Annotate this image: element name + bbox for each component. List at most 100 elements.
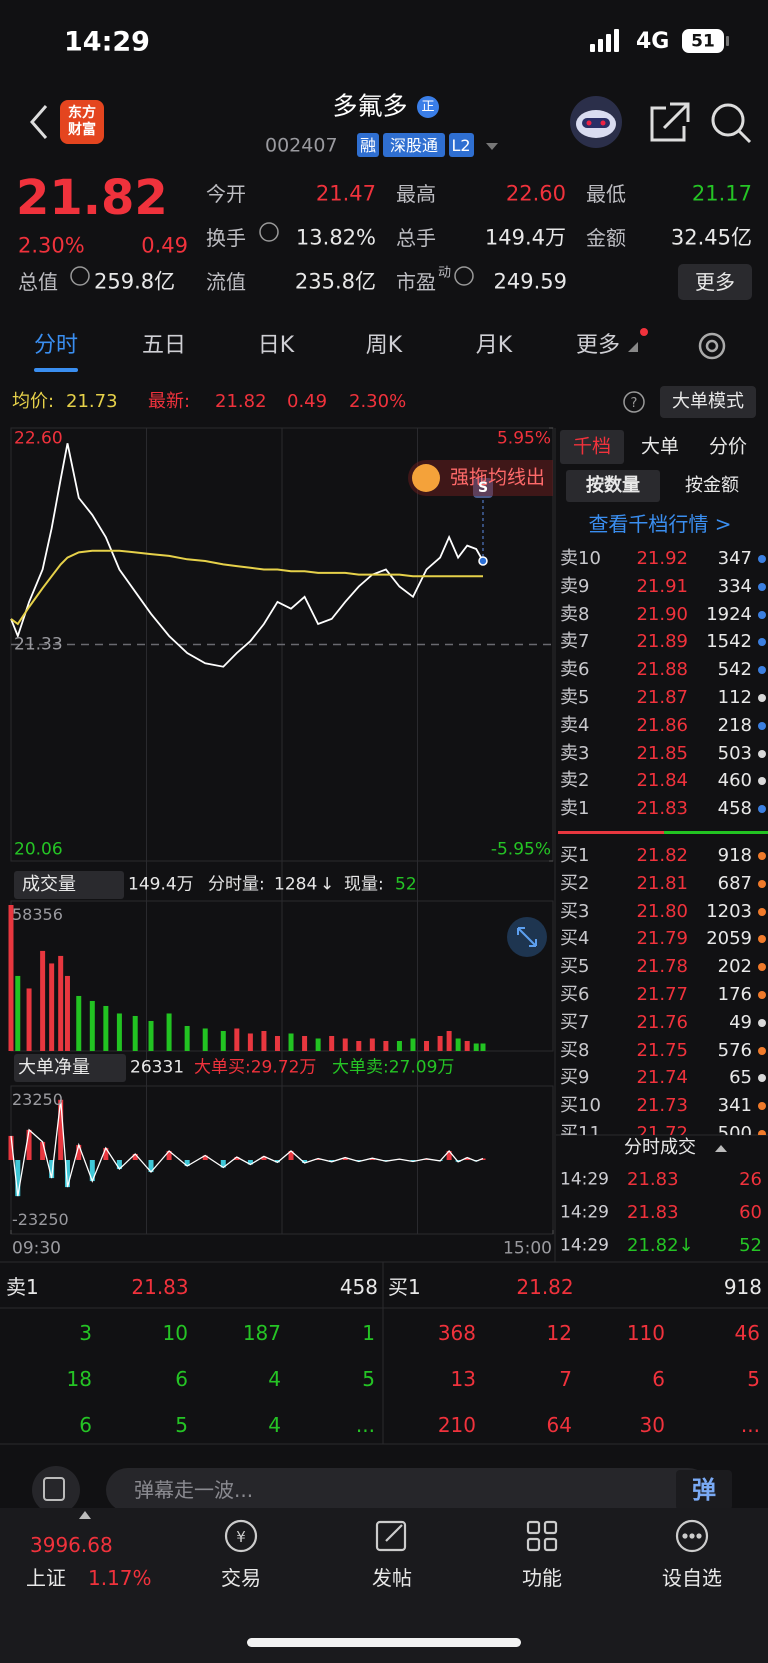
- chart-tab[interactable]: 周K: [365, 333, 403, 358]
- book-dot: [758, 555, 766, 563]
- book-mode[interactable]: 按金额: [685, 475, 739, 496]
- queue-order: 1: [362, 1321, 375, 1345]
- book-qty: 2059: [706, 928, 752, 950]
- book-level: 买7: [560, 1011, 590, 1033]
- book-tab[interactable]: 千档: [572, 435, 612, 458]
- side-price: 21.82: [516, 1275, 574, 1299]
- indicator-select[interactable]: 大单净量: [18, 1057, 90, 1078]
- danmaku-button-bg[interactable]: [676, 1470, 732, 1510]
- comment-input[interactable]: 弹幕走一波...: [134, 1478, 254, 1502]
- book-dot: [758, 721, 766, 730]
- book-qty: 576: [717, 1039, 752, 1061]
- chart-tab[interactable]: 五日: [141, 333, 187, 358]
- book-qty: 341: [717, 1095, 752, 1117]
- index-name[interactable]: 上证: [26, 1566, 66, 1590]
- current-volume-label: 现量:: [344, 874, 384, 895]
- book-level: 买4: [560, 928, 590, 950]
- info-icon[interactable]: [70, 222, 474, 286]
- book-dot: [758, 749, 766, 758]
- back-icon[interactable]: [30, 105, 48, 139]
- nav-item[interactable]: 设自选: [662, 1566, 722, 1590]
- tab-active-bg: [560, 430, 624, 464]
- field-label: 总值: [18, 270, 58, 294]
- app-logo[interactable]: 东方财富: [68, 105, 96, 138]
- last-point: [478, 556, 488, 566]
- book-qty: 458: [717, 798, 752, 820]
- queue-order: 12: [546, 1321, 572, 1345]
- danmaku-button[interactable]: 弹: [692, 1476, 716, 1504]
- net-bar: [446, 1150, 452, 1160]
- chart-tab[interactable]: 月K: [475, 333, 513, 358]
- mode-active-bg: [566, 470, 660, 502]
- net-bar: [369, 1158, 375, 1160]
- badge: 正: [421, 99, 435, 115]
- volume-bar: [410, 1038, 416, 1051]
- trade-price: 21.83: [627, 1169, 679, 1190]
- expand-arrow[interactable]: [79, 1511, 91, 1519]
- net-bar: [76, 1144, 82, 1160]
- book-dot: [758, 638, 766, 647]
- nav-item[interactable]: 发帖: [372, 1566, 412, 1590]
- more-button[interactable]: 更多: [695, 270, 735, 294]
- book-dot: [758, 1018, 766, 1027]
- y-tick-label: -23250: [12, 1210, 69, 1229]
- volume-bar: [132, 1015, 138, 1051]
- chart-tab[interactable]: 日K: [257, 333, 295, 358]
- clock: 14:29: [64, 26, 150, 58]
- trade-price: 21.82↓: [627, 1235, 694, 1256]
- mode-button-bg[interactable]: [660, 386, 756, 418]
- queue-order: ...: [740, 1413, 760, 1437]
- book-level: 买10: [560, 1095, 601, 1117]
- assistant-icon[interactable]: [570, 96, 622, 148]
- book-price: 21.92: [636, 548, 688, 569]
- nav-item[interactable]: 交易: [221, 1566, 261, 1590]
- more-button-bg[interactable]: [678, 264, 752, 300]
- dropdown-icon[interactable]: [486, 143, 498, 150]
- mode-button[interactable]: 大单模式: [672, 391, 744, 412]
- indicator-select[interactable]: 成交量: [22, 874, 76, 895]
- chart-tab[interactable]: 分时: [33, 333, 79, 358]
- share-icon[interactable]: [650, 102, 690, 142]
- book-tab[interactable]: 分价: [708, 435, 748, 458]
- search-icon[interactable]: [711, 103, 752, 144]
- net-bar: [247, 1160, 253, 1165]
- book-dot: [758, 582, 766, 591]
- side-price: 21.83: [131, 1275, 189, 1299]
- nav-item[interactable]: 功能: [522, 1566, 562, 1590]
- chart-tab[interactable]: 更多: [575, 333, 621, 358]
- book-level: 卖7: [560, 631, 590, 653]
- net-selector-bg[interactable]: [14, 1054, 126, 1082]
- side-label: 卖1: [6, 1275, 39, 1299]
- book-qty: 500: [717, 1123, 752, 1136]
- book-price: 21.72: [636, 1123, 688, 1136]
- danmaku-icon[interactable]: [32, 1466, 80, 1514]
- signal-text[interactable]: 强拖均线出: [450, 466, 546, 489]
- help-icon[interactable]: ?: [623, 391, 645, 413]
- book-dot: [758, 777, 766, 786]
- last-price: 21.82: [215, 391, 267, 412]
- price-line: [10, 549, 483, 626]
- field-value: 259.8亿: [94, 269, 176, 294]
- book-tab[interactable]: 大单: [640, 435, 680, 458]
- expand-icon[interactable]: [507, 917, 547, 957]
- queue-order: 368: [437, 1321, 476, 1345]
- book-price: 21.91: [636, 575, 688, 597]
- book-mode[interactable]: 按数量: [586, 475, 640, 496]
- book-price: 21.82: [636, 845, 688, 866]
- depth-link[interactable]: 查看千档行情 >: [588, 512, 732, 536]
- volume-selector-bg[interactable]: [14, 871, 124, 899]
- volume-bar: [184, 1025, 190, 1051]
- book-level: 卖2: [560, 770, 590, 792]
- index-value[interactable]: 3996.68: [30, 1533, 113, 1557]
- book-price: 21.83: [636, 798, 688, 820]
- volume-bar: [103, 1005, 109, 1051]
- index-change[interactable]: 1.17%: [88, 1566, 152, 1590]
- trade-qty: 26: [739, 1169, 762, 1190]
- volume-bar: [329, 1035, 335, 1051]
- field-label: 最低: [586, 182, 626, 206]
- logo-bg[interactable]: [60, 100, 104, 144]
- signal-marker-bg: [472, 478, 493, 498]
- comment-input-bg[interactable]: [106, 1468, 710, 1512]
- change-pct: 2.30%: [18, 233, 85, 258]
- settings-icon[interactable]: [698, 332, 726, 360]
